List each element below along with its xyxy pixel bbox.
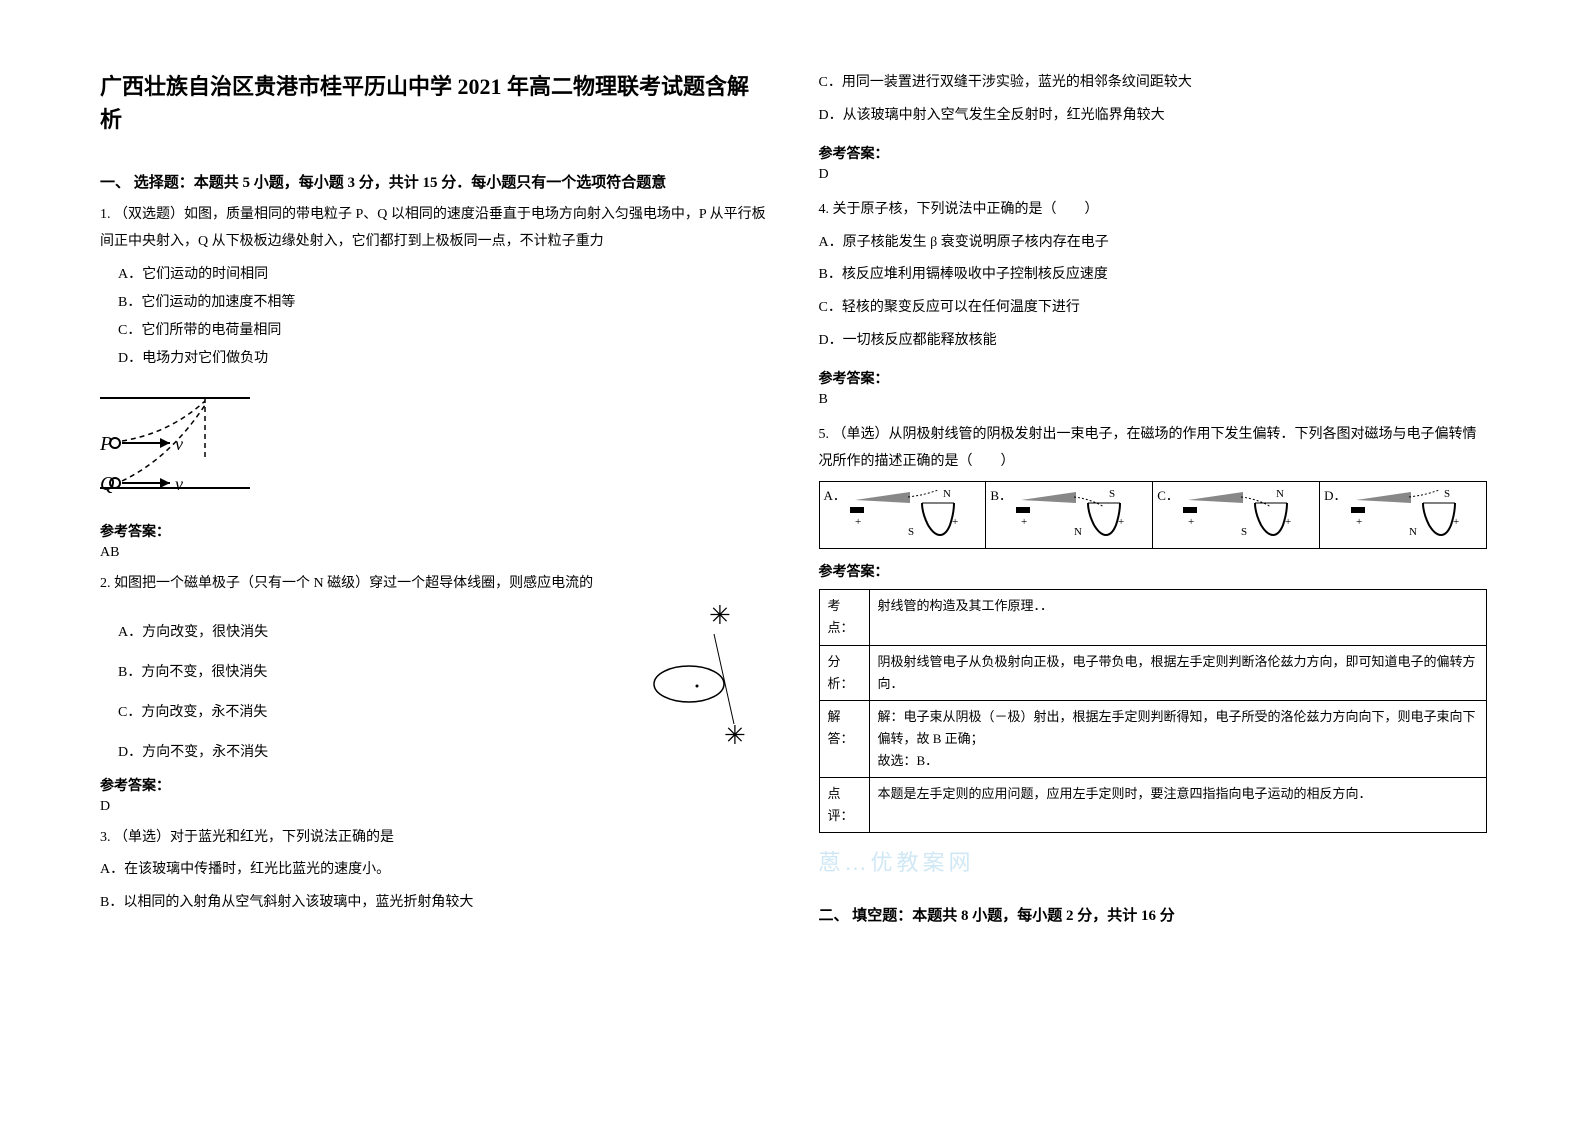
svg-text:+: + <box>1188 516 1194 528</box>
q4-stem: 4. 关于原子核，下列说法中正确的是（ ） <box>819 197 1488 224</box>
q5-letter-a: A． <box>824 485 846 504</box>
svg-text:S: S <box>1444 488 1450 500</box>
q5-choice-row: A． + N S + B． + S <box>819 481 1488 549</box>
svg-text:S: S <box>1109 488 1115 500</box>
q5-figure-b: + S N + <box>1016 485 1126 545</box>
expl-label-3: 点评： <box>819 778 869 833</box>
q2-figure: ✳ ✳ <box>639 604 749 754</box>
table-row: 解答： 解：电子束从阴极（－极）射出，根据左手定则判断得知，电子所受的洛伦兹力方… <box>819 700 1487 777</box>
q3-stem: 3. （单选）对于蓝光和红光，下列说法正确的是 <box>100 825 769 852</box>
left-column: 广西壮族自治区贵港市桂平历山中学 2021 年高二物理联考试题含解析 一、 选择… <box>100 70 769 1052</box>
svg-text:N: N <box>1074 526 1082 538</box>
expl-text-0: 射线管的构造及其工作原理．． <box>869 590 1487 645</box>
q4-option-b: B．核反应堆利用镉棒吸收中子控制核反应速度 <box>819 262 1488 289</box>
exam-title: 广西壮族自治区贵港市桂平历山中学 2021 年高二物理联考试题含解析 <box>100 70 769 136</box>
q5-choice-c: C． + N S + <box>1153 482 1320 548</box>
q5-letter-c: C． <box>1157 485 1179 504</box>
section2-heading: 二、 填空题：本题共 8 小题，每小题 2 分，共计 16 分 <box>819 904 1488 925</box>
expl-text-1: 阴极射线管电子从负极射向正极，电子带负电，根据左手定则判断洛伦兹力方向，即可知道… <box>869 645 1487 700</box>
svg-text:+: + <box>1021 516 1027 528</box>
expl-label-2: 解答： <box>819 700 869 777</box>
q5-figure-a: + N S + <box>850 485 960 545</box>
q1-stem: 1. （双选题）如图，质量相同的带电粒子 P、Q 以相同的速度沿垂直于电场方向射… <box>100 202 769 255</box>
q5-explanation-table: 考点： 射线管的构造及其工作原理．． 分析： 阴极射线管电子从负极射向正极，电子… <box>819 589 1488 833</box>
svg-text:+: + <box>952 516 958 528</box>
svg-text:+: + <box>1453 516 1459 528</box>
q4-answer-label: 参考答案： <box>819 368 1488 388</box>
q5-figure-c: + N S + <box>1183 485 1293 545</box>
q4-option-c: C．轻核的聚变反应可以在任何温度下进行 <box>819 295 1488 322</box>
q5-choice-a: A． + N S + <box>820 482 987 548</box>
svg-text:+: + <box>1356 516 1362 528</box>
svg-text:N: N <box>943 488 951 500</box>
q4-option-d: D．一切核反应都能释放核能 <box>819 328 1488 355</box>
svg-text:P: P <box>100 433 112 455</box>
q1-option-b: B．它们运动的加速度不相等 <box>100 289 769 317</box>
watermark-text: 蒽…优教案网 <box>819 845 1488 877</box>
svg-text:+: + <box>1285 516 1291 528</box>
svg-text:✳: ✳ <box>724 721 746 750</box>
q2-answer: D <box>100 799 769 815</box>
q2-answer-label: 参考答案： <box>100 775 769 795</box>
section1-heading: 一、 选择题：本题共 5 小题，每小题 3 分，共计 15 分．每小题只有一个选… <box>100 171 769 192</box>
svg-text:v: v <box>175 434 183 454</box>
right-column: C．用同一装置进行双缝干涉实验，蓝光的相邻条纹间距较大 D．从该玻璃中射入空气发… <box>819 70 1488 1052</box>
q1-option-d: D．电场力对它们做负功 <box>100 345 769 373</box>
svg-text:+: + <box>1118 516 1124 528</box>
svg-text:Q: Q <box>100 473 115 495</box>
svg-text:S: S <box>908 526 914 538</box>
expl-label-0: 考点： <box>819 590 869 645</box>
q2-stem: 2. 如图把一个磁单极子（只有一个 N 磁级）穿过一个超导体线圈，则感应电流的 <box>100 571 769 598</box>
q1-answer-label: 参考答案： <box>100 521 769 541</box>
q1-answer: AB <box>100 545 769 561</box>
q1-option-a: A．它们运动的时间相同 <box>100 261 769 289</box>
q1-option-c: C．它们所带的电荷量相同 <box>100 317 769 345</box>
svg-text:N: N <box>1276 488 1284 500</box>
q5-answer-label: 参考答案： <box>819 561 1488 581</box>
q4-answer: B <box>819 392 1488 408</box>
table-row: 分析： 阴极射线管电子从负极射向正极，电子带负电，根据左手定则判断洛伦兹力方向，… <box>819 645 1487 700</box>
q5-figure-d: + S N + <box>1351 485 1461 545</box>
svg-text:✳: ✳ <box>709 604 731 630</box>
svg-text:N: N <box>1409 526 1417 538</box>
svg-text:S: S <box>1241 526 1247 538</box>
q3-answer: D <box>819 167 1488 183</box>
q3-option-d: D．从该玻璃中射入空气发生全反射时，红光临界角较大 <box>819 103 1488 130</box>
q3-option-a: A．在该玻璃中传播时，红光比蓝光的速度小。 <box>100 857 769 884</box>
q3-answer-label: 参考答案： <box>819 143 1488 163</box>
q3-option-b: B．以相同的入射角从空气斜射入该玻璃中，蓝光折射角较大 <box>100 890 769 917</box>
expl-text-2: 解：电子束从阴极（－极）射出，根据左手定则判断得知，电子所受的洛伦兹力方向向下，… <box>869 700 1487 777</box>
q1-figure: P v Q v <box>100 383 280 503</box>
q5-choice-d: D． + S N + <box>1320 482 1486 548</box>
expl-label-1: 分析： <box>819 645 869 700</box>
q3-option-c: C．用同一装置进行双缝干涉实验，蓝光的相邻条纹间距较大 <box>819 70 1488 97</box>
q5-letter-d: D． <box>1324 485 1346 504</box>
q4-option-a: A．原子核能发生 β 衰变说明原子核内存在电子 <box>819 230 1488 257</box>
table-row: 考点： 射线管的构造及其工作原理．． <box>819 590 1487 645</box>
q5-letter-b: B． <box>990 485 1012 504</box>
svg-text:v: v <box>175 474 183 494</box>
q5-choice-b: B． + S N + <box>986 482 1153 548</box>
q5-stem: 5. （单选）从阴极射线管的阴极发射出一束电子，在磁场的作用下发生偏转．下列各图… <box>819 422 1488 475</box>
expl-text-3: 本题是左手定则的应用问题，应用左手定则时，要注意四指指向电子运动的相反方向． <box>869 778 1487 833</box>
table-row: 点评： 本题是左手定则的应用问题，应用左手定则时，要注意四指指向电子运动的相反方… <box>819 778 1487 833</box>
svg-text:+: + <box>855 516 861 528</box>
